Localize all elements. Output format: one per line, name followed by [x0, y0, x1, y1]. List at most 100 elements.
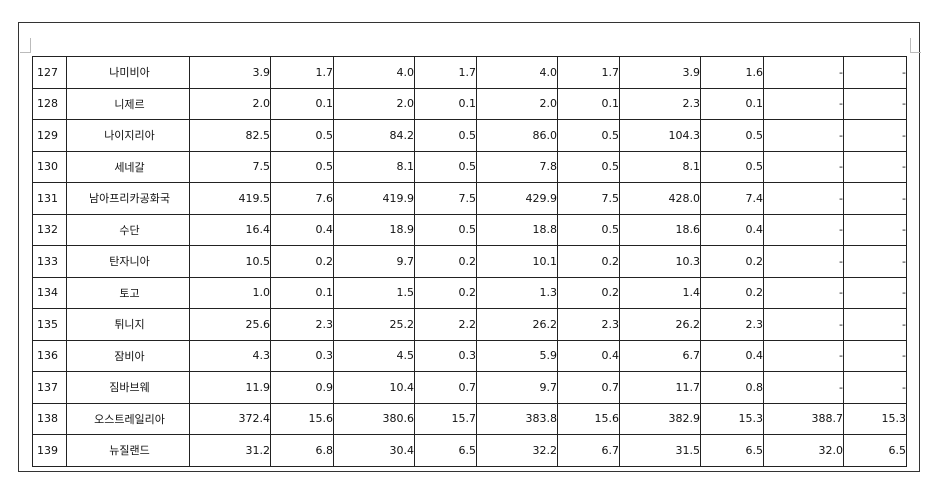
country-name: 니제르: [66, 87, 190, 120]
value-cell: 18.8: [476, 213, 558, 246]
country-name: 탄자니아: [66, 245, 190, 278]
value-cell: 6.7: [619, 339, 701, 372]
value-cell: 0.2: [270, 245, 334, 278]
table-row: 134 토고 1.0 0.1 1.5 0.2 1.3 0.2 1.4 0.2- -: [32, 276, 907, 309]
value-cell: 2.2: [414, 308, 477, 341]
value-cell: -: [763, 150, 844, 183]
table-row: 136 잠비아 4.3 0.3 4.5 0.3 5.9 0.4 6.7 0.4- -: [32, 339, 907, 372]
value-cell: 1.5: [333, 276, 415, 309]
row-number: 133: [32, 245, 67, 278]
value-cell: 6.5: [414, 434, 477, 467]
value-cell: 0.4: [700, 339, 764, 372]
value-cell: 10.5: [189, 245, 271, 278]
value-cell: 0.5: [700, 119, 764, 152]
value-cell: 10.1: [476, 245, 558, 278]
value-cell: 6.5: [843, 434, 907, 467]
value-cell: 11.9: [189, 371, 271, 404]
value-cell: -: [763, 213, 844, 246]
value-cell: 15.7: [414, 402, 477, 435]
value-cell: 0.3: [270, 339, 334, 372]
value-cell: -: [763, 119, 844, 152]
table-row: 132 수단 16.4 0.4 18.9 0.5 18.8 0.5 18.6 0.4- -: [32, 213, 907, 246]
value-cell: 1.7: [557, 56, 620, 89]
value-cell: 2.0: [189, 87, 271, 120]
country-name: 세네갈: [66, 150, 190, 183]
row-number: 131: [32, 182, 67, 215]
row-number: 127: [32, 56, 67, 89]
value-cell: 0.1: [700, 87, 764, 120]
row-number: 128: [32, 87, 67, 120]
value-cell: 5.9: [476, 339, 558, 372]
value-cell: -: [763, 56, 844, 89]
value-cell: 4.0: [333, 56, 415, 89]
value-cell: 26.2: [619, 308, 701, 341]
row-number: 138: [32, 402, 67, 435]
value-cell: 2.3: [619, 87, 701, 120]
country-name: 뉴질랜드: [66, 434, 190, 467]
value-cell: 4.3: [189, 339, 271, 372]
value-cell: -: [763, 245, 844, 278]
value-cell: 0.2: [700, 245, 764, 278]
value-cell: 7.8: [476, 150, 558, 183]
value-cell: 0.1: [270, 276, 334, 309]
value-cell: -: [843, 150, 907, 183]
value-cell: 3.9: [619, 56, 701, 89]
value-cell: 15.3: [700, 402, 764, 435]
value-cell: -: [843, 339, 907, 372]
country-name: 오스트레일리아: [66, 402, 190, 435]
value-cell: 3.9: [189, 56, 271, 89]
value-cell: 382.9: [619, 402, 701, 435]
value-cell: 2.3: [700, 308, 764, 341]
value-cell: 82.5: [189, 119, 271, 152]
country-name: 잠비아: [66, 339, 190, 372]
value-cell: 9.7: [333, 245, 415, 278]
value-cell: 0.5: [270, 119, 334, 152]
value-cell: 10.3: [619, 245, 701, 278]
country-name: 남아프리카공화국: [66, 182, 190, 215]
country-name: 수단: [66, 213, 190, 246]
value-cell: 0.8: [700, 371, 764, 404]
table-row: 137 짐바브웨 11.9 0.9 10.4 0.7 9.7 0.7 11.7 0.8- -: [32, 371, 907, 404]
value-cell: 16.4: [189, 213, 271, 246]
value-cell: 419.5: [189, 182, 271, 215]
country-name: 토고: [66, 276, 190, 309]
value-cell: 7.5: [189, 150, 271, 183]
value-cell: 0.5: [557, 119, 620, 152]
row-number: 132: [32, 213, 67, 246]
value-cell: 7.5: [557, 182, 620, 215]
value-cell: 0.5: [414, 213, 477, 246]
value-cell: -: [763, 339, 844, 372]
value-cell: 7.5: [414, 182, 477, 215]
row-number: 137: [32, 371, 67, 404]
data-table: 127 나미비아 3.9 1.7 4.0 1.7 4.0 1.7 3.9 1.6- -128 니제르 2…: [32, 56, 907, 467]
value-cell: 0.3: [414, 339, 477, 372]
value-cell: 26.2: [476, 308, 558, 341]
value-cell: 32.0: [763, 434, 844, 467]
country-name: 튀니지: [66, 308, 190, 341]
table-row: 127 나미비아 3.9 1.7 4.0 1.7 4.0 1.7 3.9 1.6- -: [32, 56, 907, 89]
value-cell: -: [843, 87, 907, 120]
value-cell: 0.5: [414, 119, 477, 152]
value-cell: 1.7: [270, 56, 334, 89]
value-cell: 7.6: [270, 182, 334, 215]
value-cell: 0.5: [700, 150, 764, 183]
value-cell: 0.5: [414, 150, 477, 183]
margin-mark: [910, 38, 921, 53]
value-cell: 0.1: [557, 87, 620, 120]
value-cell: 1.0: [189, 276, 271, 309]
value-cell: 86.0: [476, 119, 558, 152]
value-cell: 0.5: [557, 150, 620, 183]
value-cell: 0.2: [700, 276, 764, 309]
value-cell: -: [763, 182, 844, 215]
value-cell: 84.2: [333, 119, 415, 152]
value-cell: 1.4: [619, 276, 701, 309]
value-cell: 419.9: [333, 182, 415, 215]
row-number: 135: [32, 308, 67, 341]
value-cell: 11.7: [619, 371, 701, 404]
value-cell: 1.3: [476, 276, 558, 309]
row-number: 129: [32, 119, 67, 152]
value-cell: 0.5: [557, 213, 620, 246]
row-number: 130: [32, 150, 67, 183]
value-cell: -: [843, 245, 907, 278]
value-cell: 0.4: [557, 339, 620, 372]
